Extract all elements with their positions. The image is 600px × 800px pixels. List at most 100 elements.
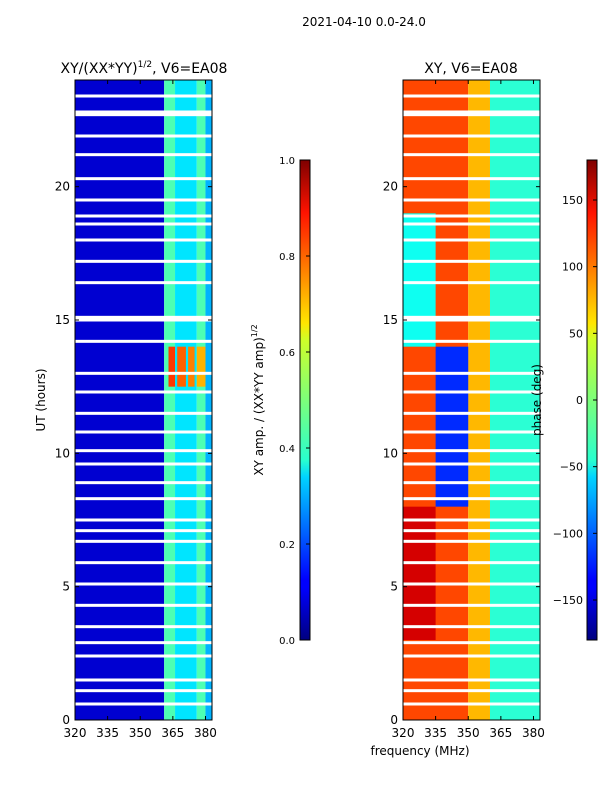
gap-row	[403, 113, 540, 117]
heatmap-region-5	[403, 506, 436, 640]
gap-row	[75, 134, 212, 138]
gap-row	[75, 411, 212, 415]
left-colorbar-label-text: XY amp. / (XX*YY amp)	[252, 337, 266, 475]
colorbar-tick-label: 0	[576, 394, 583, 407]
gap-row	[403, 281, 540, 285]
heatmap-region-3	[196, 80, 206, 720]
colorbar-tick-label: 0.8	[279, 252, 295, 263]
colorbar-tick-label: 150	[562, 194, 583, 207]
gap-row	[75, 462, 212, 466]
gap-row	[403, 411, 540, 415]
right-plot-frame	[402, 79, 541, 721]
right-colorbar: −150 −100 −50 0 50 100 150 phase (deg)	[530, 159, 598, 641]
y-tick-label: 0	[390, 713, 398, 727]
left-colorbar: 0.0 0.2 0.4 0.6 0.8 1.0 XY amp. / (XX*YY amp)…	[250, 156, 311, 647]
gap-row	[403, 371, 540, 375]
y-tick-label: 5	[62, 580, 70, 594]
heatmap-region-1	[164, 80, 176, 720]
x-tick-label: 380	[194, 726, 217, 740]
gap-row	[403, 214, 540, 218]
gap-row	[75, 177, 212, 181]
gap-row	[75, 94, 212, 98]
heatmap-region-5	[168, 346, 176, 387]
gap-row	[75, 430, 212, 434]
gap-row	[403, 529, 540, 533]
colorbar-tick-label: 0.4	[279, 444, 295, 455]
gap-row	[75, 529, 212, 533]
left-x-axis: 320 335 350 365 380	[64, 80, 217, 740]
x-tick-label: 335	[424, 726, 447, 740]
gap-row	[75, 390, 212, 394]
left-title-suffix: , V6=EA08	[152, 61, 227, 77]
right-colorbar-ticks: −150 −100 −50 0 50 100 150	[553, 194, 597, 607]
left-plot-frame	[74, 79, 213, 721]
gap-row	[75, 481, 212, 485]
gap-row	[403, 641, 540, 645]
y-tick-label: 15	[383, 313, 398, 327]
gap-row	[403, 339, 540, 343]
left-colorbar-bar	[299, 159, 311, 641]
gap-row	[75, 371, 212, 375]
x-tick-label: 350	[129, 726, 152, 740]
gap-row	[403, 222, 540, 226]
gap-row	[75, 339, 212, 343]
left-title-text: XY/(XX*YY)	[61, 61, 138, 77]
heatmap-region-0	[75, 80, 165, 720]
left-heatmap	[75, 80, 212, 720]
heatmap-region-1	[468, 80, 490, 720]
heatmap-region-3	[403, 213, 436, 347]
left-panel: XY/(XX*YY)1/2, V6=EA08 320 335 350 365 380 0…	[34, 60, 227, 740]
x-tick-label: 335	[96, 726, 119, 740]
left-ylabel: UT (hours)	[34, 368, 48, 431]
gap-row	[75, 259, 212, 263]
colorbar-tick-label: −50	[560, 461, 583, 474]
gap-row	[403, 702, 540, 706]
right-panel: XY, V6=EA08 320 335 350 365 380 0 5 10 15 20	[383, 61, 545, 740]
colorbar-tick-label: 0.0	[279, 636, 295, 647]
left-colorbar-label-sup: 1/2	[250, 324, 259, 337]
gap-row	[403, 134, 540, 138]
heatmap-region-6	[177, 346, 186, 387]
colorbar-tick-label: −100	[553, 527, 583, 540]
heatmap-region-4	[205, 80, 212, 720]
gap-row	[75, 315, 212, 319]
gap-row	[403, 318, 540, 322]
gap-row	[403, 94, 540, 98]
gap-row	[75, 238, 212, 242]
heatmap-region-2	[489, 80, 540, 720]
gap-row	[75, 198, 212, 202]
gap-row	[403, 238, 540, 242]
gap-row	[75, 222, 212, 226]
heatmap-region-2	[175, 80, 197, 720]
heatmap-region-8	[196, 346, 206, 387]
y-tick-label: 5	[390, 580, 398, 594]
gap-row	[75, 603, 212, 607]
gap-row	[75, 539, 212, 543]
right-title: XY, V6=EA08	[424, 61, 518, 77]
gap-row	[75, 625, 212, 629]
y-tick-label: 15	[55, 313, 70, 327]
left-colorbar-label: XY amp. / (XX*YY amp)1/2	[250, 324, 266, 475]
gap-row	[75, 153, 212, 157]
shared-xlabel: frequency (MHz)	[370, 744, 469, 758]
gap-row	[403, 430, 540, 434]
gap-row	[403, 561, 540, 565]
left-gap-rows	[75, 94, 212, 706]
gap-row	[403, 654, 540, 658]
x-tick-label: 380	[522, 726, 545, 740]
x-tick-label: 320	[64, 726, 87, 740]
x-tick-label: 320	[392, 726, 415, 740]
y-tick-label: 10	[55, 446, 70, 460]
gap-row	[403, 110, 540, 114]
left-title: XY/(XX*YY)1/2, V6=EA08	[61, 60, 228, 77]
gap-row	[403, 198, 540, 202]
colorbar-tick-label: 0.2	[279, 540, 295, 551]
gap-row	[403, 259, 540, 263]
gap-row	[75, 518, 212, 522]
gap-row	[403, 449, 540, 453]
gap-row	[403, 539, 540, 543]
right-y-axis: 0 5 10 15 20	[383, 180, 540, 727]
x-tick-label: 365	[161, 726, 184, 740]
y-tick-label: 10	[383, 446, 398, 460]
